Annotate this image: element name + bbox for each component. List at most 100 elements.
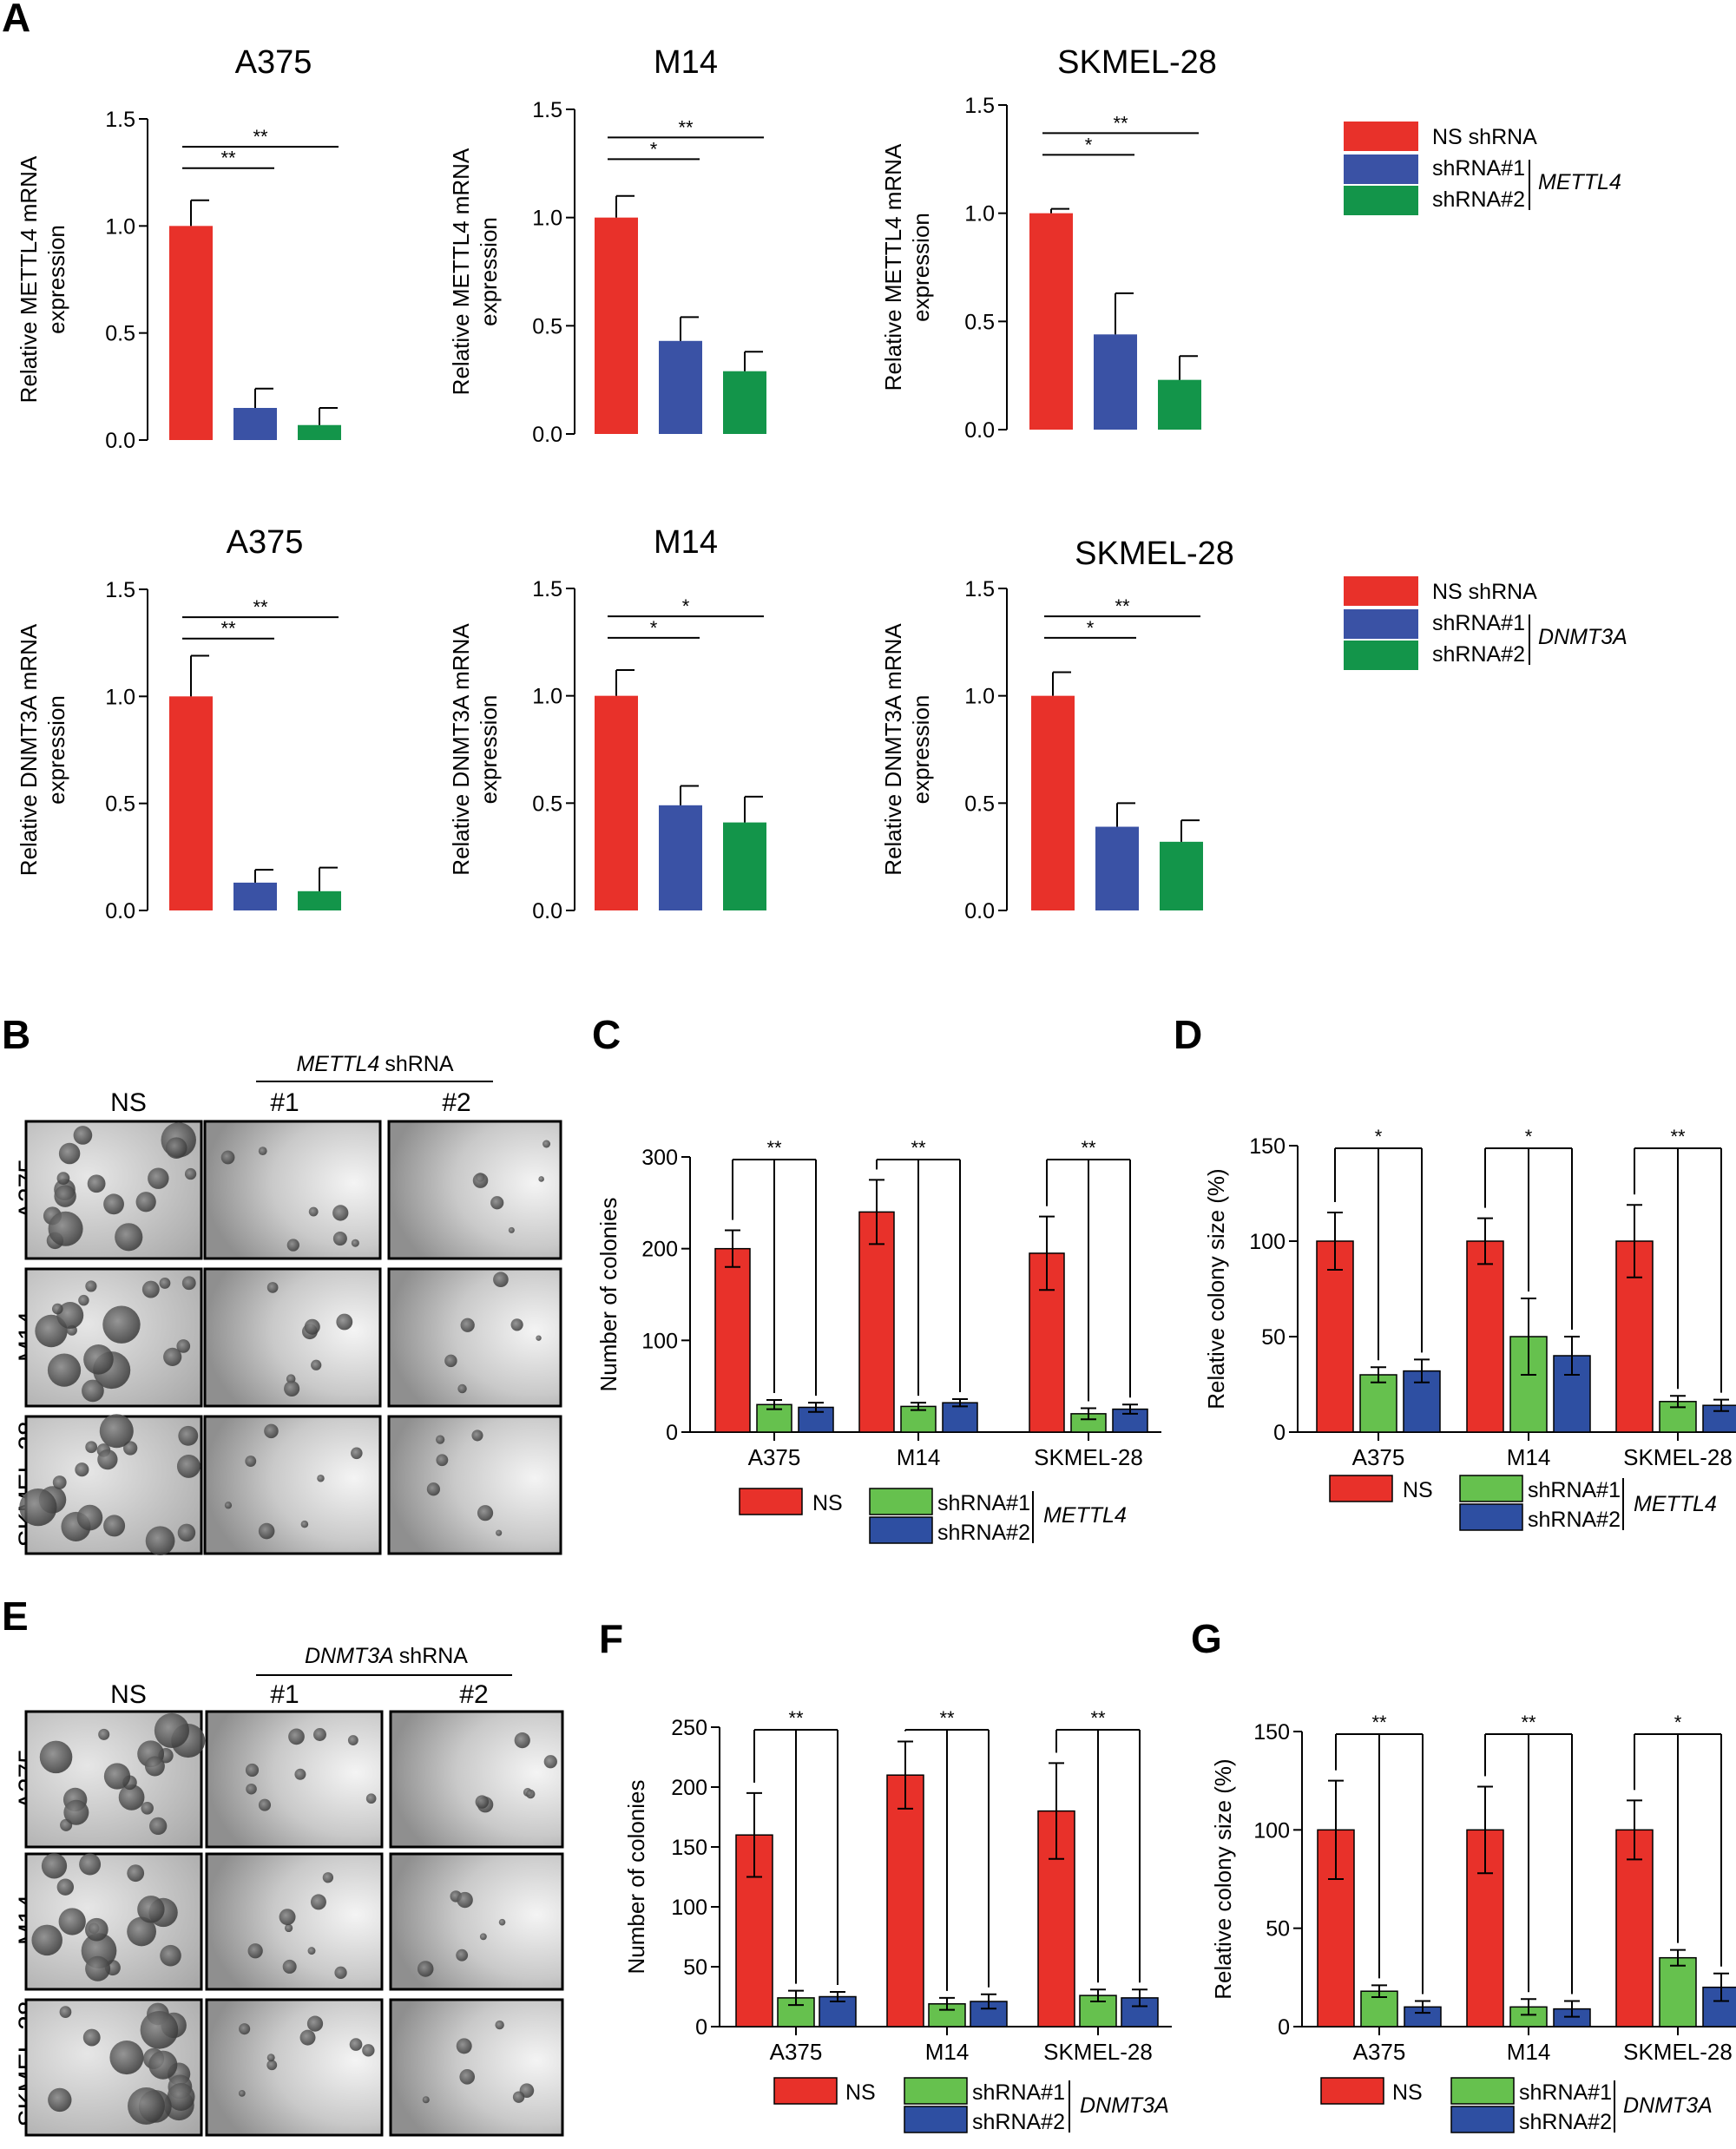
x-tick-label: SKMEL-28 xyxy=(1034,1444,1143,1470)
y-tick-label: 0.0 xyxy=(964,418,995,443)
colony-icon xyxy=(294,1768,306,1780)
colony-icon xyxy=(417,1961,434,1977)
y-tick-label: 1.5 xyxy=(105,578,135,602)
chart-f: 0 50 100 150 200 250 Number of colonies A375 ** M… xyxy=(623,1707,1172,2065)
colony-icon xyxy=(181,1276,196,1291)
colony-icon xyxy=(526,1789,536,1799)
legend-swatch-ns xyxy=(1344,576,1418,606)
colony-icon xyxy=(87,1174,106,1193)
legend-swatch-ns xyxy=(1344,122,1418,151)
colony-icon xyxy=(127,1916,156,1947)
colony-icon xyxy=(284,1923,293,1933)
colony-icon xyxy=(459,2069,476,2085)
colony-icon xyxy=(313,1728,326,1741)
colony-icon xyxy=(246,1783,257,1795)
colony-icon xyxy=(308,1206,319,1217)
colony-icon xyxy=(184,1167,197,1180)
colony-icon xyxy=(365,1793,377,1804)
y-tick-label: 100 xyxy=(1253,1818,1290,1843)
micrograph-tile xyxy=(389,1998,564,2137)
legend-a-top: NS shRNA shRNA#1 shRNA#2 METTL4 xyxy=(1344,122,1621,215)
colony-icon xyxy=(48,2087,72,2113)
colony-icon xyxy=(99,1414,134,1449)
colony-icon xyxy=(128,2087,165,2125)
legend-f: NS shRNA#1 shRNA#2 DNMT3A xyxy=(773,2077,1169,2134)
colony-icon xyxy=(317,1474,325,1482)
colony-icon xyxy=(351,1239,359,1247)
y-tick-label: 1.0 xyxy=(105,214,135,239)
y-tick-label: 1.0 xyxy=(105,685,135,709)
bar xyxy=(723,371,766,434)
y-axis-label: Relative METTL4 mRNAexpression xyxy=(880,143,934,391)
colony-icon xyxy=(220,1150,235,1165)
panel-letter-a: A xyxy=(2,0,30,40)
shrna-header-label: shRNA xyxy=(399,1644,469,1668)
legend-label-sh1: shRNA#1 xyxy=(1528,1478,1621,1502)
colony-icon xyxy=(159,1277,171,1289)
colony-icon xyxy=(457,1891,473,1909)
y-axis-label: Relative DNMT3A mRNAexpression xyxy=(448,623,502,876)
chart-title: SKMEL-28 xyxy=(1075,536,1234,572)
significance-label: * xyxy=(1525,1126,1533,1147)
bar xyxy=(595,217,638,434)
colony-icon xyxy=(51,1303,63,1315)
colony-icon xyxy=(83,1344,114,1375)
significance-label: ** xyxy=(1090,1707,1106,1729)
colony-icon xyxy=(456,1949,469,1962)
bar xyxy=(858,1211,895,1433)
bar xyxy=(1316,1240,1354,1433)
bar xyxy=(1702,1404,1736,1433)
y-axis-label-line2: expression xyxy=(43,695,69,805)
y-tick-label: 1.5 xyxy=(964,577,995,601)
colony-icon xyxy=(41,1853,68,1879)
colony-icon xyxy=(456,2038,472,2054)
column-label-2: #2 xyxy=(459,1680,488,1709)
legend-label-sh2: shRNA#2 xyxy=(1519,2110,1612,2134)
legend-label-ns: NS xyxy=(1403,1478,1433,1502)
legend-label-sh2: shRNA#2 xyxy=(1432,642,1525,667)
significance-label: ** xyxy=(1081,1137,1096,1159)
column-label-2: #2 xyxy=(442,1088,470,1117)
colony-icon xyxy=(279,1909,296,1926)
colony-icon xyxy=(176,1454,201,1478)
colony-icon xyxy=(97,1449,118,1470)
chart-title: A375 xyxy=(235,44,312,81)
colony-icon xyxy=(475,1795,490,1809)
colony-icon xyxy=(299,2029,316,2046)
legend-swatch-sh2 xyxy=(1344,641,1418,670)
colony-icon xyxy=(304,1318,320,1335)
y-tick-label: 0.0 xyxy=(105,429,135,453)
colony-icon xyxy=(307,1947,316,1955)
shrna-header: DNMT3A shRNA xyxy=(305,1644,468,1668)
colony-icon xyxy=(85,1441,98,1454)
legend-label-sh2: shRNA#2 xyxy=(1432,187,1525,212)
bar xyxy=(1160,841,1203,910)
colony-icon xyxy=(56,1878,75,1896)
colony-icon xyxy=(123,1441,138,1456)
colony-icon xyxy=(127,1864,145,1883)
legend-gene: DNMT3A xyxy=(1080,2093,1169,2118)
bar xyxy=(298,424,341,440)
y-tick-label: 50 xyxy=(1266,1917,1290,1942)
colony-icon xyxy=(78,1294,89,1306)
colony-icon xyxy=(300,1520,309,1528)
y-tick-label: 0 xyxy=(695,2015,707,2040)
y-tick-label: 0 xyxy=(666,1421,678,1445)
x-tick-label: A375 xyxy=(748,1444,801,1470)
legend-swatch-sh2 xyxy=(1450,2106,1515,2133)
colony-icon xyxy=(141,1280,160,1298)
bar xyxy=(886,1774,924,2027)
colony-icon xyxy=(258,1147,267,1156)
colony-icon xyxy=(258,1522,275,1540)
colony-icon xyxy=(63,1799,89,1825)
y-axis-label-line2: expression xyxy=(476,217,502,326)
chart-a5: M14 0.0 0.5 1.0 1.5 Relative DNMT3A mRNAexpre… xyxy=(448,524,766,923)
legend-c: NS shRNA#1 shRNA#2 METTL4 xyxy=(739,1488,1127,1545)
micrograph-tile xyxy=(203,1415,382,1555)
chart-a6: SKMEL-28 0.0 0.5 1.0 1.5 Relative DNMT3A mRNA… xyxy=(880,536,1234,923)
colony-icon xyxy=(332,1205,349,1221)
micrograph-tile xyxy=(203,1120,382,1260)
significance-label: ** xyxy=(1115,595,1130,617)
y-axis-label-line1: Relative METTL4 mRNA xyxy=(448,148,474,395)
colony-icon xyxy=(47,1353,82,1387)
